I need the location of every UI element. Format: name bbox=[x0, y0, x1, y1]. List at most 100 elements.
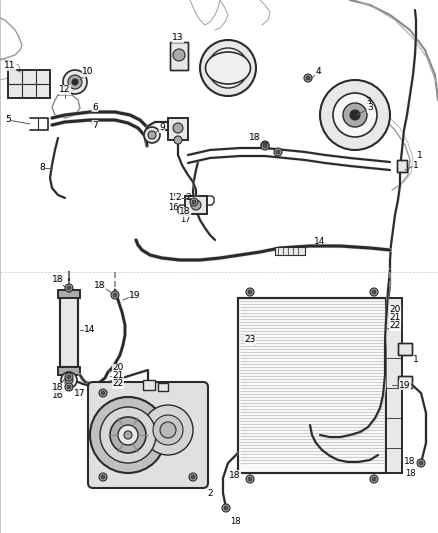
Text: 16: 16 bbox=[53, 392, 64, 400]
Bar bbox=[168, 118, 188, 140]
Bar bbox=[60, 295, 78, 367]
Bar bbox=[8, 70, 50, 98]
Text: 18: 18 bbox=[230, 516, 240, 526]
Circle shape bbox=[192, 200, 196, 204]
Text: 3: 3 bbox=[365, 98, 371, 107]
Circle shape bbox=[263, 143, 267, 147]
Circle shape bbox=[90, 397, 166, 473]
Bar bbox=[398, 343, 412, 355]
Circle shape bbox=[304, 74, 312, 82]
Circle shape bbox=[370, 288, 378, 296]
Bar bbox=[60, 295, 78, 367]
Text: 7: 7 bbox=[92, 120, 98, 130]
Text: 8: 8 bbox=[39, 164, 45, 173]
FancyBboxPatch shape bbox=[88, 382, 208, 488]
Circle shape bbox=[144, 127, 160, 143]
Circle shape bbox=[101, 475, 105, 479]
Text: 22: 22 bbox=[113, 379, 123, 389]
Circle shape bbox=[173, 123, 183, 133]
Ellipse shape bbox=[205, 52, 251, 84]
Circle shape bbox=[208, 48, 248, 88]
Text: 15: 15 bbox=[168, 193, 178, 203]
Circle shape bbox=[99, 473, 107, 481]
Bar bbox=[185, 196, 207, 214]
Text: 18: 18 bbox=[94, 280, 106, 289]
Circle shape bbox=[65, 373, 73, 381]
Text: 19: 19 bbox=[129, 290, 141, 300]
Circle shape bbox=[110, 417, 146, 453]
Text: 6: 6 bbox=[92, 102, 98, 111]
Text: 1: 1 bbox=[413, 160, 419, 169]
Text: 19: 19 bbox=[129, 290, 141, 300]
Text: 16: 16 bbox=[52, 392, 64, 400]
Circle shape bbox=[350, 110, 360, 120]
Circle shape bbox=[372, 290, 376, 294]
Bar bbox=[58, 367, 80, 375]
Text: 2: 2 bbox=[185, 193, 191, 203]
Text: 11: 11 bbox=[4, 61, 16, 70]
Circle shape bbox=[67, 385, 71, 389]
Text: 18: 18 bbox=[52, 384, 64, 392]
Circle shape bbox=[174, 136, 182, 144]
Text: 22: 22 bbox=[390, 321, 400, 330]
Text: 18: 18 bbox=[404, 457, 416, 466]
Text: 9: 9 bbox=[159, 124, 165, 133]
Text: 12: 12 bbox=[59, 85, 71, 94]
Text: 18: 18 bbox=[180, 207, 191, 216]
Circle shape bbox=[261, 142, 269, 150]
Text: 10: 10 bbox=[82, 68, 94, 77]
Bar bbox=[158, 383, 168, 391]
Text: 20: 20 bbox=[390, 305, 400, 314]
Bar bbox=[397, 160, 407, 172]
Circle shape bbox=[189, 473, 197, 481]
Text: 18: 18 bbox=[52, 276, 64, 285]
Text: 14: 14 bbox=[84, 326, 95, 335]
Circle shape bbox=[320, 80, 390, 150]
Text: 4: 4 bbox=[315, 68, 321, 77]
Circle shape bbox=[65, 376, 73, 384]
Text: 5: 5 bbox=[5, 116, 11, 125]
Text: 20: 20 bbox=[112, 364, 124, 373]
Text: 18: 18 bbox=[95, 280, 105, 289]
Text: 21: 21 bbox=[389, 313, 401, 322]
Text: 8: 8 bbox=[39, 164, 45, 173]
Circle shape bbox=[143, 405, 193, 455]
Circle shape bbox=[118, 425, 138, 445]
Bar bbox=[143, 380, 155, 390]
Text: 12: 12 bbox=[59, 85, 71, 94]
Bar bbox=[398, 376, 412, 388]
Bar bbox=[386, 298, 402, 473]
Circle shape bbox=[246, 288, 254, 296]
Circle shape bbox=[263, 144, 267, 148]
Bar bbox=[168, 118, 188, 140]
Bar bbox=[58, 290, 80, 298]
Text: 20: 20 bbox=[113, 364, 123, 373]
Circle shape bbox=[100, 407, 156, 463]
Circle shape bbox=[372, 477, 376, 481]
Circle shape bbox=[113, 293, 117, 297]
Circle shape bbox=[61, 372, 77, 388]
Text: 18: 18 bbox=[250, 133, 260, 142]
Bar bbox=[398, 376, 412, 388]
Circle shape bbox=[160, 422, 176, 438]
Circle shape bbox=[246, 475, 254, 483]
Text: 14: 14 bbox=[84, 326, 95, 335]
Bar bbox=[238, 298, 386, 473]
Circle shape bbox=[333, 93, 377, 137]
Circle shape bbox=[101, 391, 105, 395]
Bar bbox=[170, 42, 188, 70]
Circle shape bbox=[65, 284, 73, 292]
Text: 9: 9 bbox=[159, 124, 165, 133]
Text: 4: 4 bbox=[315, 68, 321, 77]
Text: 17: 17 bbox=[75, 389, 85, 398]
Circle shape bbox=[261, 141, 269, 149]
Text: 22: 22 bbox=[113, 379, 124, 389]
Circle shape bbox=[67, 375, 71, 379]
Text: 11: 11 bbox=[4, 61, 16, 70]
Text: 23: 23 bbox=[244, 335, 256, 344]
Text: 2: 2 bbox=[207, 489, 213, 497]
Circle shape bbox=[218, 58, 238, 78]
Circle shape bbox=[124, 431, 132, 439]
Text: 18: 18 bbox=[53, 276, 64, 285]
Circle shape bbox=[306, 76, 310, 80]
